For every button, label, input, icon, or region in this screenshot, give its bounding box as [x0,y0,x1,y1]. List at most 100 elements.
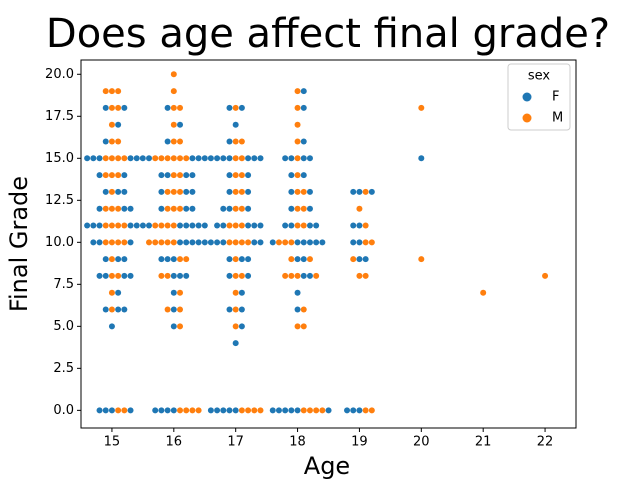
point [288,272,295,279]
point [226,256,233,263]
point [164,272,171,279]
point [121,256,128,263]
point [214,222,221,229]
point [102,239,109,246]
point [121,172,128,179]
point [319,239,326,246]
point [146,239,153,246]
point [170,88,177,95]
point [319,407,326,414]
point [294,121,301,128]
point [84,155,91,162]
point [232,289,239,296]
chart-title: Does age affect final grade? [46,11,610,57]
point [177,121,184,128]
point [226,104,233,111]
point [102,155,109,162]
point [269,239,276,246]
point [344,407,351,414]
point [127,272,134,279]
point [356,272,363,279]
point [177,289,184,296]
point [146,222,153,229]
point [183,222,190,229]
point [170,104,177,111]
point [189,239,196,246]
point [127,407,134,414]
point [158,188,165,195]
point [300,272,307,279]
point [306,188,313,195]
point [238,239,245,246]
point [418,256,425,263]
legend-marker [522,113,532,123]
point [96,272,103,279]
point [232,172,239,179]
point [300,239,307,246]
point [127,155,134,162]
point [294,88,301,95]
point [232,155,239,162]
point [306,205,313,212]
point [238,188,245,195]
point [183,205,190,212]
point [226,205,233,212]
x-tick-label: 21 [475,435,492,450]
point [294,188,301,195]
point [207,155,214,162]
point [232,407,239,414]
point [195,222,202,229]
point [300,138,307,145]
point [121,205,128,212]
point [177,407,184,414]
point [294,306,301,313]
point [356,205,363,212]
point [108,172,115,179]
point [115,256,122,263]
point [102,205,109,212]
x-tick-label: 19 [351,435,368,450]
point [288,155,295,162]
point [108,138,115,145]
point [356,239,363,246]
x-tick-label: 15 [104,435,121,450]
point [282,155,289,162]
point [542,272,549,279]
point [177,138,184,145]
point [189,407,196,414]
point [108,222,115,229]
point [170,188,177,195]
point [288,256,295,263]
point [183,407,190,414]
point [164,172,171,179]
point [226,138,233,145]
point [189,205,196,212]
point [300,155,307,162]
point [300,172,307,179]
point [183,155,190,162]
point [121,155,128,162]
point [238,323,245,330]
point [238,407,245,414]
point [170,407,177,414]
point [189,172,196,179]
point [115,222,122,229]
point [238,306,245,313]
point [214,407,221,414]
plot-frame [80,59,577,429]
point [108,256,115,263]
point [164,155,171,162]
point [139,155,146,162]
legend-box [507,63,571,131]
point [306,272,313,279]
point [368,239,375,246]
point [170,155,177,162]
point [90,222,97,229]
point [146,155,153,162]
point [251,407,258,414]
point [257,407,264,414]
point [350,222,357,229]
point [300,306,307,313]
point [108,205,115,212]
